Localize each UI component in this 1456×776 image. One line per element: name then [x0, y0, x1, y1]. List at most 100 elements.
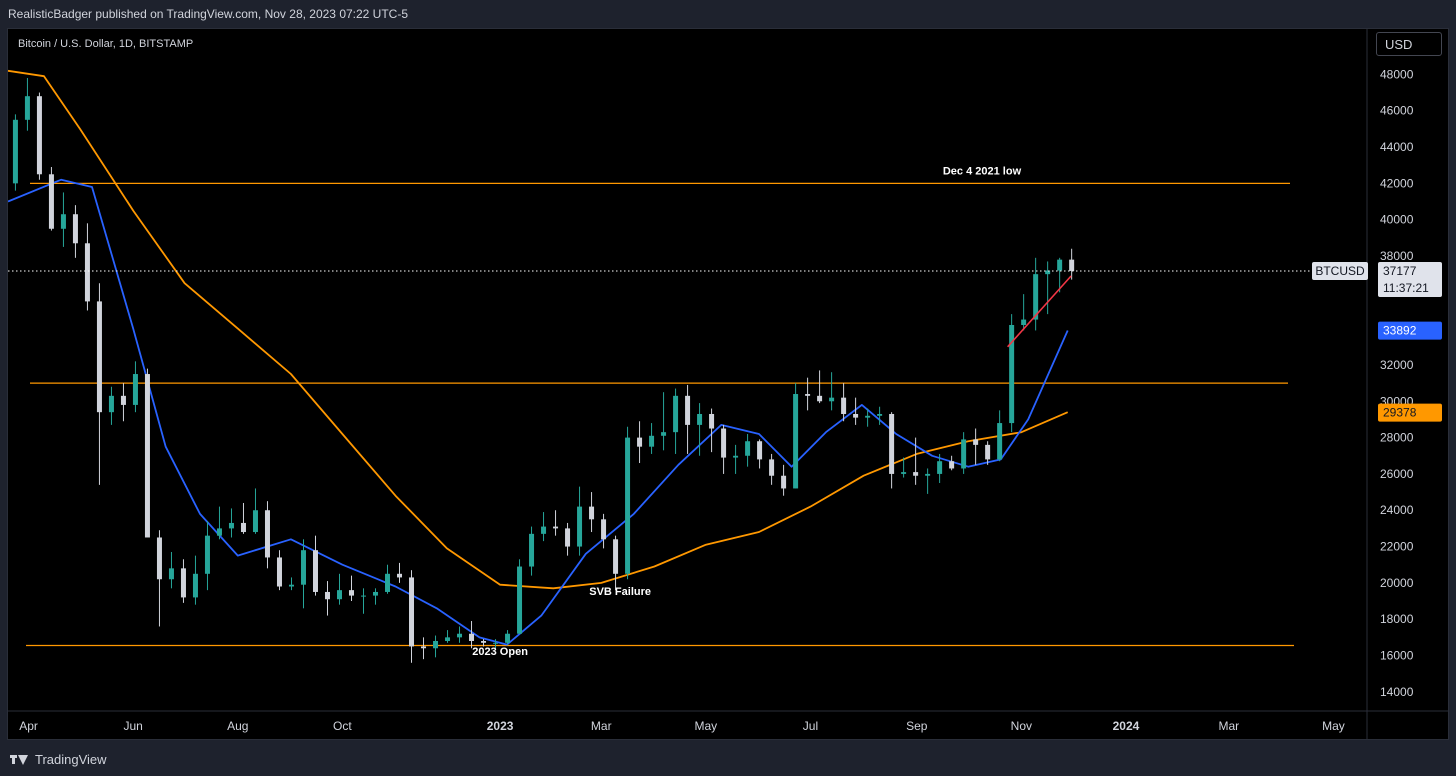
candle-body [373, 591, 379, 596]
candle-body [733, 455, 739, 458]
candle-body [1033, 274, 1039, 320]
candle-body [252, 510, 258, 533]
candle-body [204, 535, 210, 574]
candle-body [312, 550, 318, 592]
candle-body [601, 519, 607, 540]
y-tick-label: 16000 [1380, 649, 1414, 663]
candle-body [168, 568, 174, 580]
x-tick-label: Oct [333, 719, 352, 733]
candle-body [144, 374, 150, 538]
candle-body [409, 577, 415, 647]
candle-body [1045, 270, 1051, 275]
x-tick-label: Aug [227, 719, 248, 733]
candle-body [697, 413, 703, 425]
candle-body [913, 472, 919, 476]
candle-body [264, 510, 270, 558]
candle-body [361, 595, 367, 597]
candle-body [841, 397, 847, 414]
candle-body [192, 573, 198, 598]
chart-annotation: SVB Failure [589, 586, 651, 598]
plot-layer: Dec 4 2021 low SVB Failure 2023 Open [8, 69, 1294, 663]
candle-body [216, 528, 222, 536]
candle-body [781, 475, 787, 489]
candle-body [156, 537, 162, 580]
chart-annotation: 2023 Open [472, 646, 528, 658]
x-tick-label: Jun [123, 719, 142, 733]
candle-body [385, 573, 391, 592]
candle-body [709, 413, 715, 429]
candle-body [877, 413, 883, 416]
y-tick-label: 46000 [1380, 104, 1414, 118]
candle-body [577, 506, 583, 547]
candle-body [805, 394, 811, 396]
candle-body [108, 395, 114, 413]
candle-body [637, 437, 643, 447]
candle-body [120, 395, 126, 405]
ma-slow-tag: 29378 [1383, 406, 1417, 420]
ma-fast-tag-bg [1378, 321, 1442, 340]
y-tick-label: 32000 [1380, 358, 1414, 372]
candle-body [300, 550, 306, 585]
symbol-tag-bg [1312, 261, 1368, 280]
publisher-line: RealisticBadger published on TradingView… [8, 7, 409, 21]
candle-body [817, 395, 823, 402]
candle-body [973, 439, 979, 445]
candle-body [997, 423, 1003, 460]
candle-body [180, 568, 186, 598]
candle-body [433, 640, 439, 649]
candle-body [853, 413, 859, 418]
y-tick-label: 24000 [1380, 503, 1414, 517]
x-tick-label: May [695, 719, 718, 733]
y-tick-label: 28000 [1380, 431, 1414, 445]
candle-body [1009, 325, 1015, 424]
ma-slow-line [8, 69, 1069, 590]
candle-body [685, 395, 691, 425]
x-tick-label: Nov [1011, 719, 1032, 733]
candle-body [1057, 259, 1063, 271]
candle-body [661, 432, 667, 436]
chart-frame[interactable] [7, 28, 1449, 740]
tradingview-logo-icon [10, 752, 30, 766]
candle-body [553, 526, 559, 529]
y-tick-label: 20000 [1380, 576, 1414, 590]
candle-body [613, 539, 619, 574]
chart-title: Bitcoin / U.S. Dollar, 1D, BITSTAMP [18, 38, 193, 50]
candle-body [96, 301, 102, 413]
tradingview-footer: TradingView [10, 750, 107, 768]
candle-body [1021, 319, 1027, 326]
candle-body [865, 415, 871, 418]
last-price-tag: 37177 [1383, 264, 1417, 278]
candle-body [505, 633, 511, 643]
currency-button[interactable]: USD [1376, 32, 1442, 56]
candle-body [36, 96, 42, 175]
x-tick-label: 2023 [487, 719, 514, 733]
ma-fast-tag: 33892 [1383, 324, 1417, 338]
y-tick-label: 18000 [1380, 612, 1414, 626]
x-tick-label: 2024 [1113, 719, 1140, 733]
symbol-tag: BTCUSD [1315, 264, 1365, 278]
y-tick-label: 38000 [1380, 249, 1414, 263]
candle-body [132, 374, 138, 405]
candle-body [397, 573, 403, 578]
x-tick-label: Mar [1218, 719, 1239, 733]
candle-body [24, 96, 30, 120]
candle-body [336, 590, 342, 600]
level-label: Dec 4 2021 low [943, 165, 1022, 177]
y-tick-label: 22000 [1380, 540, 1414, 554]
x-tick-label: Apr [19, 719, 38, 733]
x-tick-label: Mar [591, 719, 612, 733]
candle-body [625, 437, 631, 574]
brand-label: TradingView [35, 751, 107, 767]
candle-body [1069, 259, 1075, 271]
candle-body [240, 522, 246, 533]
candle-body [481, 640, 487, 643]
candle-body [901, 472, 907, 474]
candle-body [745, 441, 751, 456]
candle-body [276, 557, 282, 587]
candle-body [84, 243, 90, 302]
y-tick-label: 14000 [1380, 685, 1414, 699]
y-tick-label: 48000 [1380, 67, 1414, 81]
candle-body [949, 461, 955, 469]
candle-body [541, 526, 547, 534]
